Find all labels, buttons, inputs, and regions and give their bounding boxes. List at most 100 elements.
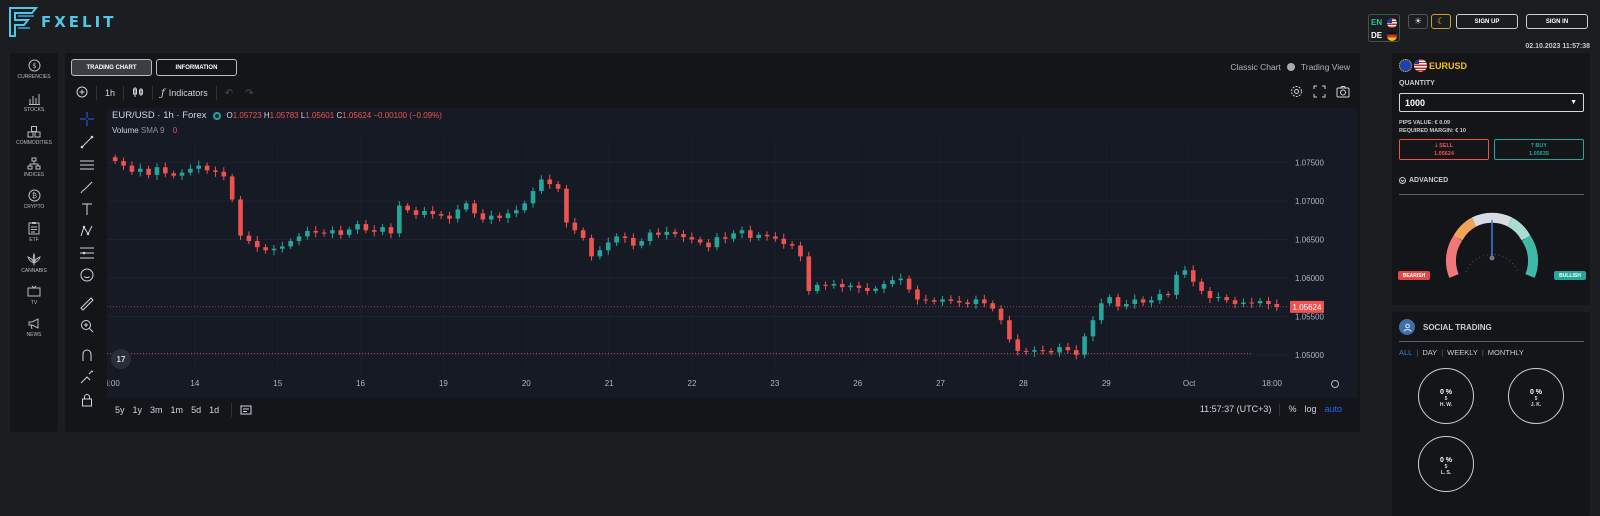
sidebar-item-commodities[interactable]: COMMODITIES <box>10 125 58 146</box>
sign-in-button[interactable]: SIGN IN <box>1526 14 1588 29</box>
range-3m[interactable]: 3m <box>150 405 163 415</box>
sidebar-item-tv[interactable]: TV <box>10 285 58 306</box>
candle-body <box>605 242 611 251</box>
language-switcher[interactable]: EN DE <box>1368 14 1400 42</box>
trader-card[interactable]: 0 % 5 L. S. <box>1418 436 1474 492</box>
chart-clock[interactable]: 11:57:37 (UTC+3) <box>1199 404 1272 414</box>
logo-text: FXELIT <box>41 13 117 31</box>
sidebar-label: STOCKS <box>23 107 45 113</box>
toggle-knob-icon[interactable] <box>1286 63 1295 71</box>
crosshair-icon[interactable] <box>80 112 94 126</box>
tab-information[interactable]: INFORMATION <box>156 59 237 76</box>
open-label: O <box>226 111 233 120</box>
range-5y[interactable]: 5y <box>115 405 125 415</box>
quantity-select[interactable]: 1000 ▼ <box>1399 93 1584 112</box>
sidebar-label: CURRENCIES <box>17 74 51 80</box>
settings-icon[interactable] <box>1290 85 1303 100</box>
date-range-icon[interactable] <box>240 404 252 417</box>
undo-icon[interactable]: ↶ <box>224 87 234 99</box>
brush-icon[interactable] <box>80 180 94 194</box>
trading-view-label[interactable]: Trading View <box>1300 62 1350 72</box>
range-1m[interactable]: 1m <box>170 405 184 415</box>
candle-style-icon[interactable] <box>132 86 144 100</box>
candle-body <box>430 211 436 215</box>
lock-icon[interactable] <box>80 393 94 407</box>
camera-icon[interactable] <box>1336 85 1350 100</box>
candle-body <box>965 302 970 305</box>
interval-button[interactable]: 1h <box>105 88 116 98</box>
symbol-label[interactable]: EUR/USD · 1h · Forex <box>112 110 207 121</box>
zoom-in-icon[interactable] <box>80 319 94 333</box>
candle-body <box>664 231 670 235</box>
quantity-value: 1000 <box>1405 97 1426 108</box>
candle-body <box>505 213 511 218</box>
tab-trading-chart[interactable]: TRADING CHART <box>71 59 152 76</box>
divider <box>1399 194 1584 195</box>
sidebar-item-stocks[interactable]: STOCKS <box>10 92 58 113</box>
auto-scale-toggle[interactable]: auto <box>1324 404 1342 414</box>
chart-bottom-bar: 5y 1y 3m 1m 5d 1d 11:57:37 (UTC+3) % log… <box>65 398 1360 422</box>
sell-button[interactable]: 🡓 SELL 1.05624 <box>1399 139 1489 160</box>
arrow-up-icon: 🡑 <box>1530 143 1536 149</box>
log-scale-toggle[interactable]: log <box>1304 404 1317 414</box>
classic-chart-label[interactable]: Classic Chart <box>1230 62 1281 72</box>
period-all[interactable]: ALL <box>1399 348 1413 357</box>
advanced-label: ADVANCED <box>1409 177 1449 184</box>
sidebar-item-indices[interactable]: INDICES <box>10 157 58 178</box>
range-1y[interactable]: 1y <box>132 405 143 415</box>
text-tool-icon[interactable] <box>80 202 94 216</box>
candle-body <box>422 211 427 215</box>
period-weekly[interactable]: WEEKLY <box>1447 348 1478 357</box>
social-trading-panel: SOCIAL TRADING ALL | DAY | WEEKLY | MONTHLY… <box>1392 312 1590 516</box>
range-5d[interactable]: 5d <box>191 405 202 415</box>
candlestick-chart[interactable]: 1.07500 1.07000 1.06500 1.06000 1.05500 1.050… <box>107 108 1357 398</box>
trend-line-icon[interactable] <box>80 135 94 149</box>
pattern-icon[interactable] <box>80 224 94 238</box>
sidebar-item-crypto[interactable]: ₿ CRYPTO <box>10 189 58 210</box>
chart-view-toggle[interactable]: Classic Chart Trading View <box>1230 62 1350 72</box>
trader-initials: L. S. <box>1440 470 1452 476</box>
low-value: 1.05601 <box>305 111 335 120</box>
candle-body <box>455 209 461 219</box>
magnet-icon[interactable] <box>80 348 94 362</box>
trader-card[interactable]: 0 % 5 H. W. <box>1418 368 1474 424</box>
dark-theme-button[interactable]: ☾ <box>1431 14 1451 29</box>
candle-body <box>213 170 218 172</box>
x-tick-label: 14 <box>190 379 199 388</box>
x-tick-label: Oct <box>1183 379 1196 388</box>
language-de[interactable]: DE <box>1371 29 1397 42</box>
language-en[interactable]: EN <box>1371 16 1397 29</box>
sidebar-item-currencies[interactable]: $ CURRENCIES <box>10 59 58 80</box>
lock-draw-icon[interactable] <box>80 370 94 384</box>
candle-body <box>221 171 227 177</box>
chart-canvas-background[interactable] <box>107 108 1357 398</box>
percent-scale-toggle[interactable]: % <box>1288 404 1297 414</box>
redo-icon[interactable]: ↷ <box>245 87 254 99</box>
horizontal-lines-icon[interactable] <box>80 158 94 172</box>
candle-body <box>982 299 987 304</box>
light-theme-button[interactable]: ☀ <box>1408 14 1428 29</box>
volume-label[interactable]: Volume <box>112 126 139 135</box>
buy-button[interactable]: 🡑 BUY 1.05635 <box>1494 139 1584 160</box>
trader-card[interactable]: 0 % 5 J. K. <box>1508 368 1564 424</box>
sidebar-item-news[interactable]: NEWS <box>10 317 58 338</box>
logo[interactable]: FXELIT <box>8 6 116 38</box>
emoji-icon[interactable] <box>80 268 94 282</box>
sign-up-button[interactable]: SIGN UP <box>1456 14 1518 29</box>
sidebar-item-etf[interactable]: ETF <box>10 221 58 243</box>
range-1d[interactable]: 1d <box>209 405 220 415</box>
fib-icon[interactable] <box>80 246 94 260</box>
x-tick-label: 22 <box>688 379 697 388</box>
x-tick-label: 19 <box>439 379 448 388</box>
add-symbol-icon[interactable] <box>76 86 88 100</box>
advanced-toggle[interactable]: ADVANCED <box>1399 177 1448 184</box>
indicators-button[interactable]: ƒ Indicators <box>161 88 208 99</box>
period-day[interactable]: DAY <box>1422 348 1438 357</box>
fullscreen-icon[interactable] <box>1313 85 1326 100</box>
period-monthly[interactable]: MONTHLY <box>1487 348 1524 357</box>
candle-body <box>271 248 277 251</box>
sidebar-item-cannabis[interactable]: CANNABIS <box>10 253 58 274</box>
language-code-en: EN <box>1371 18 1383 27</box>
high-label: H <box>263 111 270 120</box>
ruler-icon[interactable] <box>80 297 94 311</box>
